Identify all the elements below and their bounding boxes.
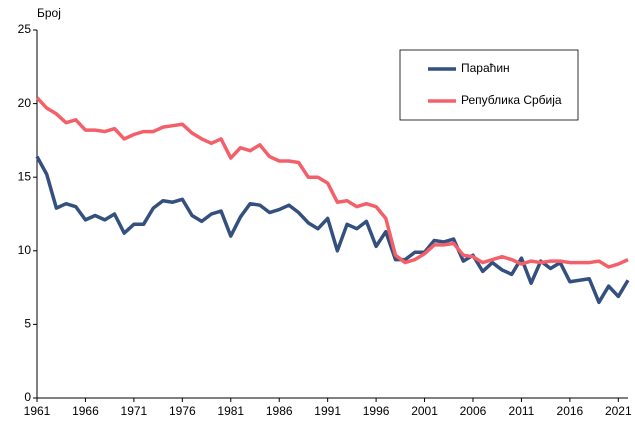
x-tick-label: 1986: [266, 404, 293, 418]
x-tick-label: 1996: [363, 404, 390, 418]
x-tick-label: 2016: [557, 404, 584, 418]
x-tick-label: 2021: [605, 404, 632, 418]
y-tick-label: 15: [18, 169, 32, 183]
y-tick-label: 10: [18, 243, 32, 257]
x-tick-label: 1966: [72, 404, 99, 418]
x-tick-label: 1981: [217, 404, 244, 418]
x-tick-label: 2011: [509, 404, 535, 418]
legend-label: Република Србија: [461, 93, 562, 107]
x-tick-label: 1971: [121, 404, 148, 418]
y-tick-label: 25: [18, 22, 32, 36]
legend-label: Параћин: [461, 61, 510, 75]
y-tick-label: 0: [24, 390, 31, 404]
x-tick-label: 1976: [169, 404, 196, 418]
y-tick-label: 20: [18, 96, 32, 110]
legend-box: [399, 49, 579, 121]
line-series: [35, 96, 629, 269]
y-axis-label: Број: [37, 6, 61, 20]
line-series: [35, 155, 630, 305]
x-tick-label: 2001: [411, 404, 438, 418]
x-tick-label: 1991: [314, 404, 341, 418]
y-tick-label: 5: [24, 317, 31, 331]
x-tick-label: 1961: [24, 404, 51, 418]
x-tick-label: 2006: [460, 404, 487, 418]
